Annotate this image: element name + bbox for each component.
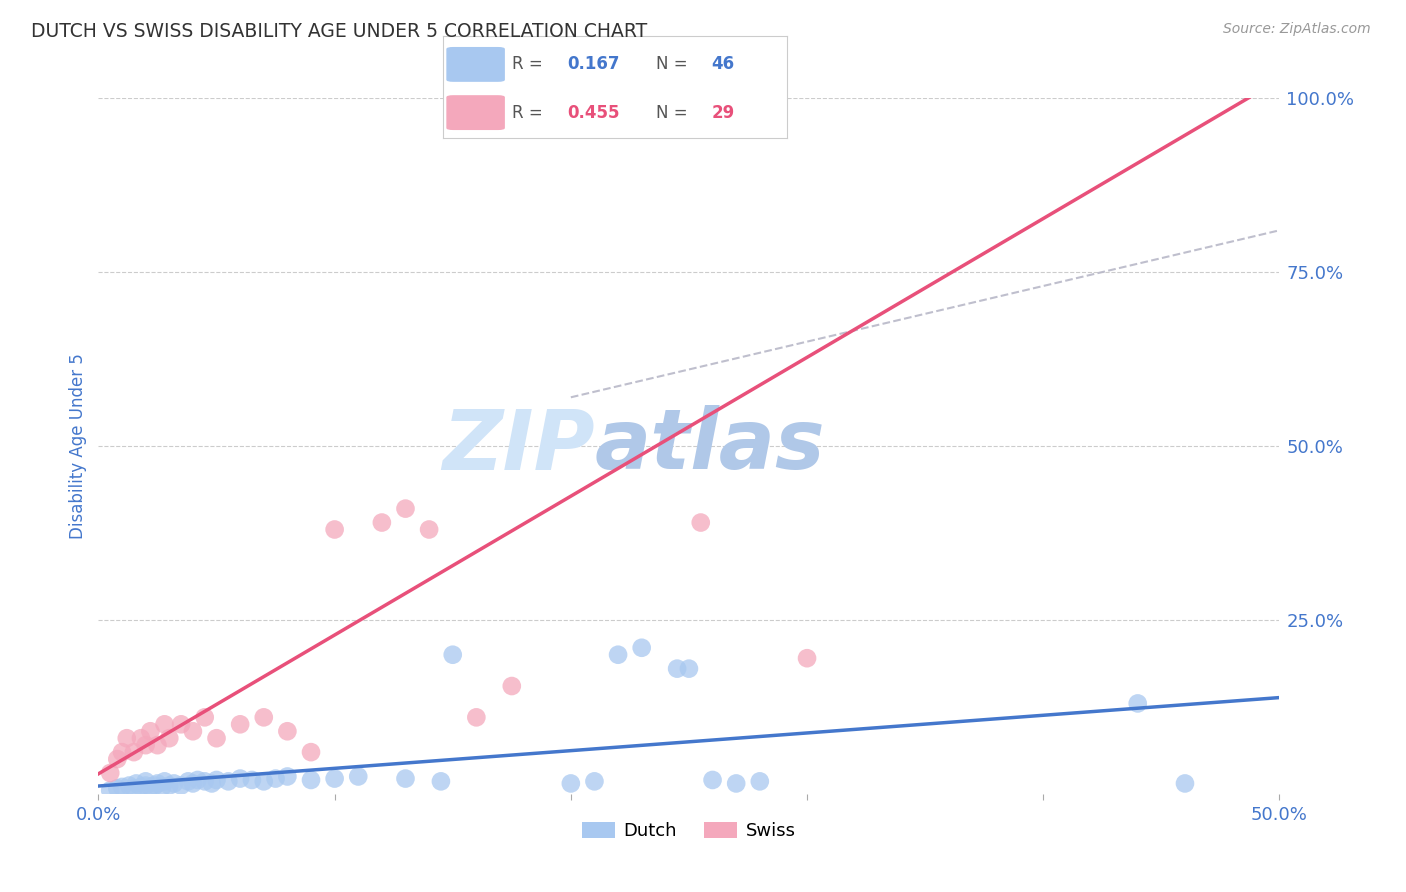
Text: Source: ZipAtlas.com: Source: ZipAtlas.com — [1223, 22, 1371, 37]
Point — [654, 119, 676, 133]
Point — [394, 501, 416, 516]
Y-axis label: Disability Age Under 5: Disability Age Under 5 — [69, 353, 87, 539]
FancyBboxPatch shape — [446, 95, 505, 130]
Point — [98, 766, 121, 780]
Point — [105, 781, 128, 796]
Point — [253, 710, 276, 724]
Text: 46: 46 — [711, 55, 735, 73]
Text: 0.167: 0.167 — [567, 55, 620, 73]
Point — [299, 772, 322, 787]
Text: 29: 29 — [711, 103, 735, 121]
Point — [118, 779, 141, 793]
Point — [150, 780, 173, 794]
Point — [276, 769, 298, 784]
Point — [187, 772, 209, 787]
Point — [371, 516, 394, 530]
Point — [201, 776, 224, 790]
Point — [323, 523, 346, 537]
Point — [125, 776, 148, 790]
Point — [678, 662, 700, 676]
Point — [105, 752, 128, 766]
Point — [181, 776, 204, 790]
Point — [264, 772, 287, 786]
Point — [170, 779, 193, 793]
Point — [157, 779, 180, 793]
Point — [122, 781, 145, 796]
Point — [98, 783, 121, 797]
Point — [194, 774, 217, 789]
Point — [441, 648, 464, 662]
Point — [181, 724, 204, 739]
Point — [157, 731, 180, 746]
Point — [796, 651, 818, 665]
Point — [253, 774, 276, 789]
Point — [146, 738, 169, 752]
Point — [139, 724, 162, 739]
Point — [135, 779, 157, 793]
Point — [240, 772, 263, 787]
Point — [146, 776, 169, 790]
Point — [163, 776, 186, 790]
Legend: Dutch, Swiss: Dutch, Swiss — [575, 814, 803, 847]
Text: 0.455: 0.455 — [567, 103, 620, 121]
Point — [666, 662, 689, 676]
Point — [229, 717, 252, 731]
Point — [153, 717, 176, 731]
Point — [418, 523, 440, 537]
Point — [501, 679, 523, 693]
Point — [465, 710, 488, 724]
Point — [139, 780, 162, 794]
Point — [560, 776, 582, 790]
Point — [205, 731, 228, 746]
Point — [689, 516, 711, 530]
Point — [177, 774, 200, 789]
Point — [299, 745, 322, 759]
Point — [276, 724, 298, 739]
Point — [135, 774, 157, 789]
Point — [115, 731, 138, 746]
Point — [323, 772, 346, 786]
Point — [607, 648, 630, 662]
Point — [111, 780, 134, 794]
Point — [725, 776, 748, 790]
Point — [583, 774, 606, 789]
Point — [394, 772, 416, 786]
Text: R =: R = — [512, 103, 543, 121]
Point — [702, 772, 724, 787]
Point — [630, 112, 652, 126]
Point — [205, 772, 228, 787]
Text: ZIP: ZIP — [441, 406, 595, 486]
Point — [122, 745, 145, 759]
Point — [430, 774, 453, 789]
Point — [217, 774, 239, 789]
Text: R =: R = — [512, 55, 543, 73]
Text: atlas: atlas — [595, 406, 825, 486]
Point — [170, 717, 193, 731]
Point — [111, 745, 134, 759]
FancyBboxPatch shape — [446, 47, 505, 82]
Point — [748, 774, 770, 789]
Text: N =: N = — [657, 103, 688, 121]
Point — [1126, 697, 1149, 711]
Point — [194, 710, 217, 724]
Text: DUTCH VS SWISS DISABILITY AGE UNDER 5 CORRELATION CHART: DUTCH VS SWISS DISABILITY AGE UNDER 5 CO… — [31, 22, 647, 41]
Point — [135, 738, 157, 752]
Point — [129, 731, 152, 746]
Point — [630, 640, 652, 655]
Point — [153, 774, 176, 789]
Point — [229, 772, 252, 786]
Point — [347, 769, 370, 784]
Text: N =: N = — [657, 55, 688, 73]
Point — [1174, 776, 1197, 790]
Point — [129, 780, 152, 794]
Point — [143, 779, 166, 793]
